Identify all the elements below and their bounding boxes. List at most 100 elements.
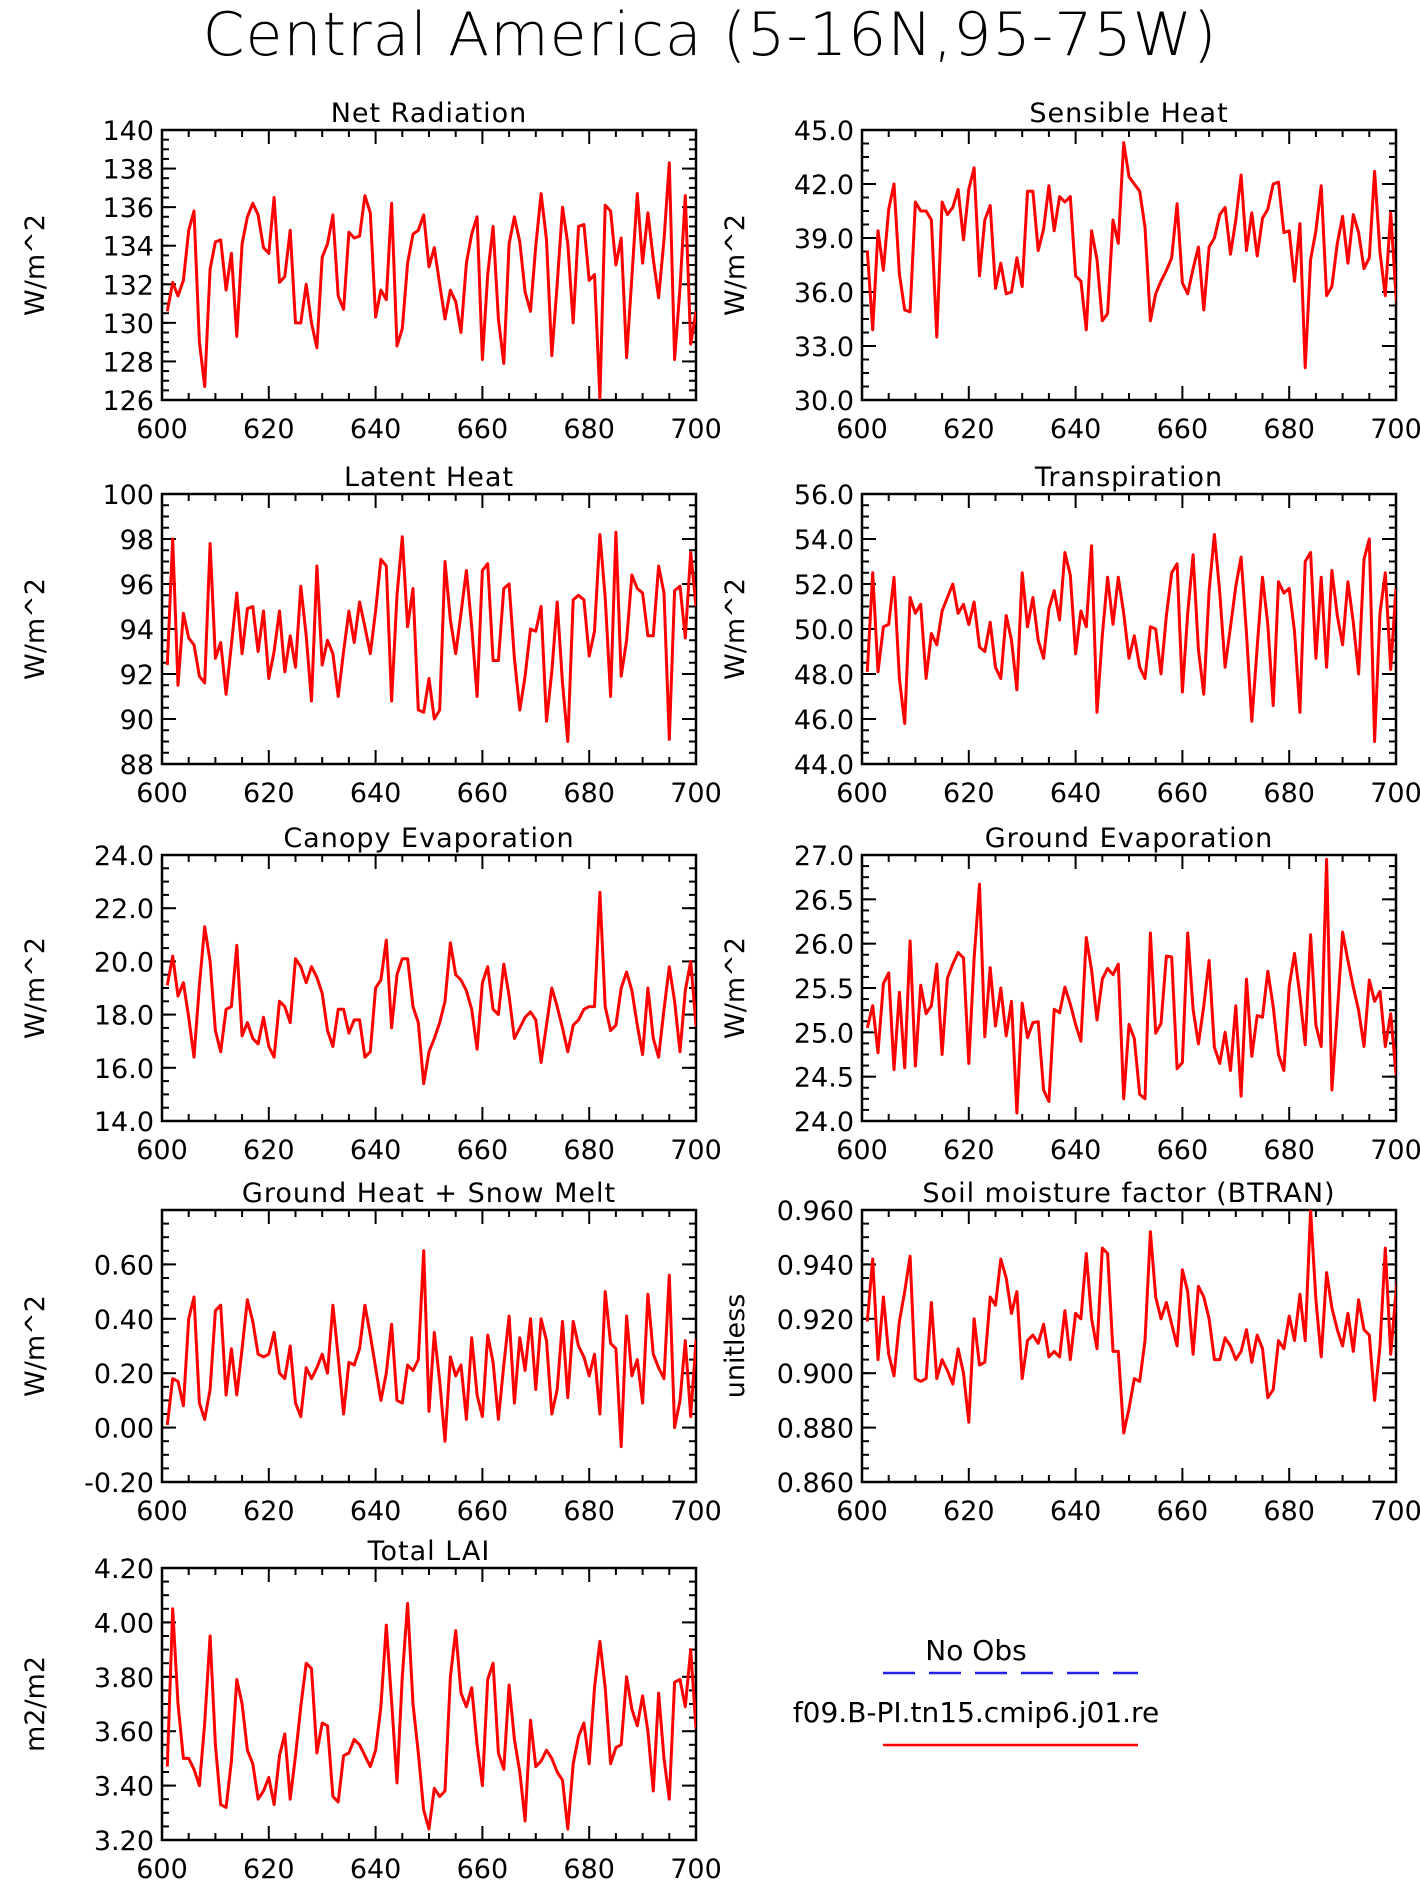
panel-latent-heat: 600 620 640 660 680 700 88 90 92 94 96 98 100 Latent …: [20, 462, 722, 809]
panel-title: Soil moisture factor (BTRAN): [922, 1178, 1335, 1209]
y-tick-label: 132: [102, 270, 154, 301]
x-tick-label: 660: [1157, 414, 1209, 445]
panel-title: Net Radiation: [331, 98, 528, 129]
x-tick-label: 640: [1050, 778, 1102, 809]
y-tick-label: 0.20: [94, 1359, 154, 1390]
y-axis-label: W/m^2: [20, 1295, 51, 1397]
y-tick-label: 54.0: [794, 525, 854, 556]
series-line-model: [865, 857, 1396, 1115]
y-tick-label: 3.80: [94, 1663, 154, 1694]
y-tick-label: 30.0: [794, 386, 854, 417]
y-axis-label: W/m^2: [720, 937, 751, 1039]
series-line-model: [165, 530, 696, 743]
panel-ground-evaporation: 600 620 640 660 680 700 24.0 24.5 25.0 25.5 26.0 26…: [720, 823, 1420, 1166]
series-line-model: [165, 890, 696, 1086]
y-tick-label: 27.0: [794, 841, 854, 872]
y-tick-label: 44.0: [794, 750, 854, 781]
x-tick-label: 640: [1050, 414, 1102, 445]
y-tick-label: 56.0: [794, 480, 854, 511]
y-tick-label: 3.60: [94, 1717, 154, 1748]
x-tick-label: 640: [350, 778, 402, 809]
y-tick-label: -0.20: [84, 1468, 154, 1499]
panel-title: Sensible Heat: [1029, 98, 1228, 129]
x-tick-label: 620: [943, 1496, 995, 1527]
y-tick-label: 3.40: [94, 1772, 154, 1803]
panel-title: Canopy Evaporation: [283, 823, 574, 854]
y-tick-label: 130: [102, 309, 154, 340]
y-tick-label: 98: [120, 525, 154, 556]
x-tick-label: 600: [836, 778, 888, 809]
y-tick-label: 36.0: [794, 278, 854, 309]
y-tick-label: 138: [102, 155, 154, 186]
x-tick-label: 620: [243, 1854, 295, 1885]
x-tick-label: 660: [1157, 778, 1209, 809]
y-tick-label: 16.0: [94, 1054, 154, 1085]
panel-ground-heat-snow-melt: 600 620 640 660 680 700 -0.20 0.00 0.20 0.40 0.60 G…: [20, 1178, 722, 1527]
series-line-model: [865, 533, 1396, 743]
y-axis-label: m2/m2: [20, 1656, 51, 1752]
x-tick-label: 600: [136, 1135, 188, 1166]
x-tick-label: 680: [563, 1496, 615, 1527]
y-tick-label: 0.880: [777, 1414, 854, 1445]
series-line-model: [165, 161, 696, 400]
y-tick-label: 20.0: [94, 947, 154, 978]
panel-title: Transpiration: [1034, 462, 1223, 493]
y-tick-label: 96: [120, 570, 154, 601]
y-tick-label: 45.0: [794, 116, 854, 147]
y-tick-label: 100: [102, 480, 154, 511]
y-tick-label: 136: [102, 193, 154, 224]
x-tick-label: 640: [350, 414, 402, 445]
y-tick-label: 126: [102, 386, 154, 417]
y-axis-label: W/m^2: [20, 578, 51, 680]
x-tick-label: 660: [457, 1496, 509, 1527]
panel-sensible-heat: 600 620 640 660 680 700 30.0 33.0 36.0 39.0 42.0 45…: [720, 98, 1420, 445]
x-tick-label: 700: [1370, 1135, 1420, 1166]
y-tick-label: 50.0: [794, 615, 854, 646]
page-title: Central America (5-16N,95-75W): [202, 0, 1218, 70]
y-tick-label: 0.60: [94, 1250, 154, 1281]
series-line-model: [165, 1601, 696, 1831]
x-tick-label: 600: [136, 1496, 188, 1527]
x-tick-label: 660: [457, 414, 509, 445]
y-tick-label: 46.0: [794, 705, 854, 736]
x-tick-label: 640: [1050, 1135, 1102, 1166]
panel-canopy-evaporation: 600 620 640 660 680 700 14.0 16.0 18.0 20.0 22.0 24…: [20, 823, 722, 1166]
x-tick-label: 700: [670, 778, 722, 809]
x-tick-label: 680: [1263, 414, 1315, 445]
x-tick-label: 660: [457, 1135, 509, 1166]
x-tick-label: 700: [670, 414, 722, 445]
x-tick-label: 700: [670, 1135, 722, 1166]
plot-frame: [860, 1208, 1398, 1484]
y-tick-label: 52.0: [794, 570, 854, 601]
panel-title: Total LAI: [367, 1536, 491, 1567]
panel-total-lai: 600 620 640 660 680 700 3.20 3.40 3.60 3.80 4.00 4.…: [20, 1536, 722, 1885]
x-tick-label: 600: [136, 778, 188, 809]
y-tick-label: 92: [120, 660, 154, 691]
x-tick-label: 600: [836, 1135, 888, 1166]
x-tick-label: 680: [563, 1135, 615, 1166]
x-tick-label: 600: [836, 1496, 888, 1527]
y-axis-label: unitless: [720, 1294, 751, 1399]
y-tick-label: 0.900: [777, 1359, 854, 1390]
x-tick-label: 700: [1370, 1496, 1420, 1527]
y-tick-label: 0.00: [94, 1414, 154, 1445]
y-tick-label: 140: [102, 116, 154, 147]
x-tick-label: 620: [943, 1135, 995, 1166]
x-tick-label: 680: [563, 1854, 615, 1885]
y-tick-label: 18.0: [94, 1001, 154, 1032]
y-tick-label: 90: [120, 705, 154, 736]
x-tick-label: 660: [457, 1854, 509, 1885]
y-tick-label: 26.5: [794, 885, 854, 916]
y-tick-label: 24.0: [94, 841, 154, 872]
x-tick-label: 680: [1263, 778, 1315, 809]
y-tick-label: 0.920: [777, 1305, 854, 1336]
y-tick-label: 128: [102, 347, 154, 378]
panel-soil-moisture-factor-btran: 600 620 640 660 680 700 0.860 0.880 0.900 0.920 0.…: [720, 1178, 1420, 1527]
y-tick-label: 134: [102, 232, 154, 263]
y-tick-label: 0.960: [777, 1196, 854, 1227]
y-tick-label: 0.940: [777, 1250, 854, 1281]
x-tick-label: 700: [670, 1854, 722, 1885]
y-axis-label: W/m^2: [20, 214, 51, 316]
x-tick-label: 680: [563, 414, 615, 445]
